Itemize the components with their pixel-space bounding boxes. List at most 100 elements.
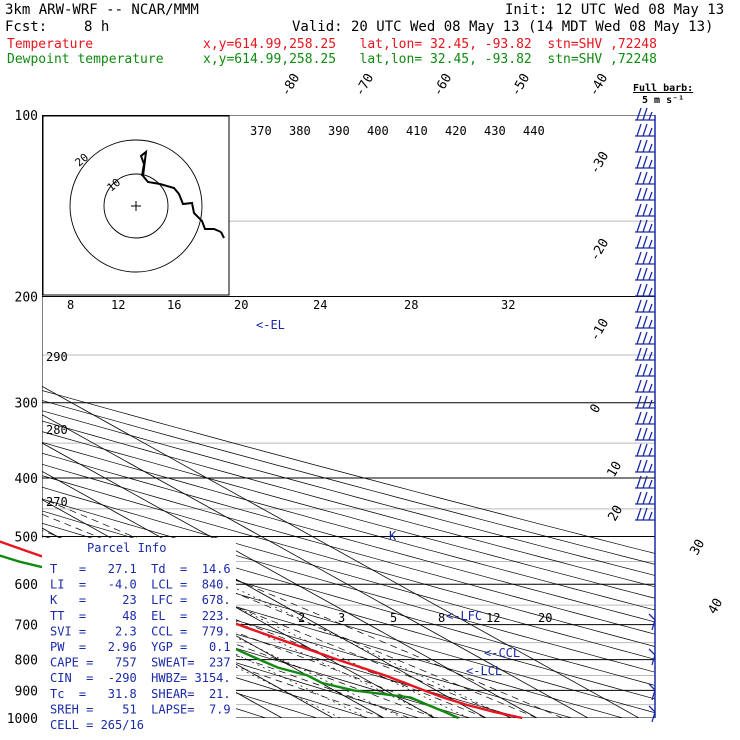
wind-barb bbox=[635, 107, 655, 121]
theta-label: 390 bbox=[328, 124, 350, 138]
lcl-marker: <-LCL bbox=[466, 664, 502, 678]
dry-adiabat-line bbox=[42, 452, 655, 623]
temperature-profile bbox=[0, 540, 523, 720]
pressure-tick-label: 800 bbox=[15, 654, 38, 669]
parcel-info-row: CIN = -290 HWBZ= 3154. bbox=[50, 671, 231, 685]
ccl-marker: <-CCL bbox=[484, 646, 520, 660]
wind-barb bbox=[635, 219, 655, 233]
dry-adiabat-line bbox=[42, 475, 655, 647]
forecast-label: Fcst: bbox=[5, 19, 48, 35]
parcel-info-box: Parcel Info T = 27.1 Td = 14.6 LI = -4.0 L… bbox=[42, 538, 236, 732]
wind-barb bbox=[635, 267, 655, 281]
wind-barb bbox=[635, 443, 655, 457]
wind-barb bbox=[635, 507, 655, 521]
theta-label: 400 bbox=[367, 124, 389, 138]
barb-legend-unit: 5 m s⁻¹ bbox=[642, 95, 684, 106]
dry-adiabat-line bbox=[42, 410, 655, 576]
dry-adiabat-line bbox=[42, 431, 655, 599]
dry-adiabat-line bbox=[42, 463, 655, 635]
barb-legend-title: Full barb: bbox=[633, 83, 693, 94]
parcel-info-row: CELL = 265/16 bbox=[50, 718, 144, 732]
init-time: Init: 12 UTC Wed 08 May 13 bbox=[505, 2, 725, 18]
mixing-ratio-label: 8 bbox=[438, 611, 445, 625]
pressure-tick-label: 100 bbox=[15, 109, 38, 124]
temperature-location-info: x,y=614.99,258.25 lat,lon= 32.45, -93.82… bbox=[203, 37, 657, 52]
hodograph-trace-end bbox=[220, 231, 225, 239]
model-title: 3km ARW-WRF -- NCAR/MMM bbox=[5, 2, 199, 18]
mixing-ratio-label: 3 bbox=[338, 611, 345, 625]
dry-adiabat-line bbox=[42, 400, 655, 565]
isotherm-label: -60 bbox=[430, 71, 455, 99]
mixing-ratio-label: 12 bbox=[486, 611, 500, 625]
parcel-info-row: LI = -4.0 LCL = 840. bbox=[50, 578, 231, 592]
wind-barb bbox=[635, 475, 655, 489]
pressure-tick-label: 300 bbox=[15, 397, 38, 412]
hodograph-speed-label: 8 bbox=[67, 298, 74, 312]
isotherm-label: -80 bbox=[278, 71, 303, 99]
mixing-ratio-label: 2 bbox=[298, 611, 305, 625]
wind-barb bbox=[635, 315, 655, 329]
wind-barb bbox=[635, 203, 655, 217]
theta-label: 370 bbox=[250, 124, 272, 138]
isotherm-label: -20 bbox=[587, 236, 612, 264]
moist-adiabat-line bbox=[42, 498, 563, 718]
theta-label: 270 bbox=[46, 495, 68, 509]
wind-barb bbox=[635, 155, 655, 169]
pressure-tick-label: 600 bbox=[15, 578, 38, 593]
wind-barb bbox=[635, 139, 655, 153]
parcel-info-row: SREH = 51 LAPSE= 7.9 bbox=[50, 702, 231, 716]
k-marker: K bbox=[389, 529, 397, 543]
moist-adiabat-line bbox=[42, 588, 410, 718]
theta-label: 280 bbox=[46, 423, 68, 437]
wind-barb bbox=[635, 379, 655, 393]
wind-barb bbox=[635, 395, 655, 409]
isotherm-label: 30 bbox=[687, 537, 708, 558]
mixing-ratio-line bbox=[188, 583, 470, 718]
dry-adiabat-line bbox=[42, 486, 655, 660]
parcel-info-row: K = 23 LFC = 678. bbox=[50, 593, 231, 607]
valid-time: Valid: 20 UTC Wed 08 May 13 (14 MDT Wed … bbox=[292, 19, 714, 35]
hodograph-ring bbox=[69, 139, 203, 273]
pressure-tick-label: 1000 bbox=[7, 712, 38, 727]
hodograph-speed-label: 20 bbox=[234, 298, 248, 312]
hodograph-speed-label: 16 bbox=[167, 298, 181, 312]
wind-barbs bbox=[635, 107, 656, 723]
parcel-info-row: Tc = 31.8 SHEAR= 21. bbox=[50, 687, 231, 701]
isotherm-label: -40 bbox=[586, 71, 611, 99]
dewpoint-location-info: x,y=614.99,258.25 lat,lon= 32.45, -93.82… bbox=[203, 52, 657, 67]
theta-label: 430 bbox=[484, 124, 506, 138]
temperature-legend-label: Temperature bbox=[7, 37, 94, 52]
wind-barb bbox=[635, 459, 655, 473]
parcel-info-row: TT = 48 EL = 223. bbox=[50, 609, 231, 623]
isotherm-label: -30 bbox=[587, 149, 612, 177]
pressure-tick-label: 700 bbox=[15, 619, 38, 634]
hodograph-ring bbox=[103, 173, 169, 239]
parcel-box-bg bbox=[42, 538, 236, 718]
dewpoint-profile bbox=[0, 554, 459, 720]
wind-barb bbox=[635, 251, 655, 265]
wind-barb bbox=[635, 427, 655, 441]
wind-barb bbox=[635, 235, 655, 249]
forecast-hour: 8 h bbox=[84, 19, 110, 35]
el-marker: <-EL bbox=[256, 318, 285, 332]
parcel-info-row: PW = 2.96 YGP = 0.1 bbox=[50, 640, 231, 654]
isotherm-label: 20 bbox=[605, 503, 626, 524]
wind-barb bbox=[648, 683, 656, 701]
dry-adiabat-line bbox=[42, 588, 470, 718]
moist-adiabat-line bbox=[42, 530, 512, 718]
isotherm-label: -50 bbox=[508, 71, 533, 99]
barb-legend: Full barb: 5 m s⁻¹ bbox=[633, 83, 693, 106]
isotherm-line bbox=[42, 442, 538, 718]
dry-adiabat-line bbox=[42, 561, 572, 718]
pressure-tick-label: 200 bbox=[15, 291, 38, 306]
isotherm-label: 40 bbox=[705, 596, 726, 617]
isotherm-line bbox=[42, 470, 487, 718]
isotherm-line bbox=[42, 499, 436, 718]
dewpoint-legend-label: Dewpoint temperature bbox=[7, 52, 164, 67]
dry-adiabat-line bbox=[42, 602, 419, 718]
dry-adiabat-line bbox=[42, 420, 655, 588]
dry-adiabat-line bbox=[42, 574, 521, 718]
parcel-info-row: T = 27.1 Td = 14.6 bbox=[50, 562, 231, 576]
